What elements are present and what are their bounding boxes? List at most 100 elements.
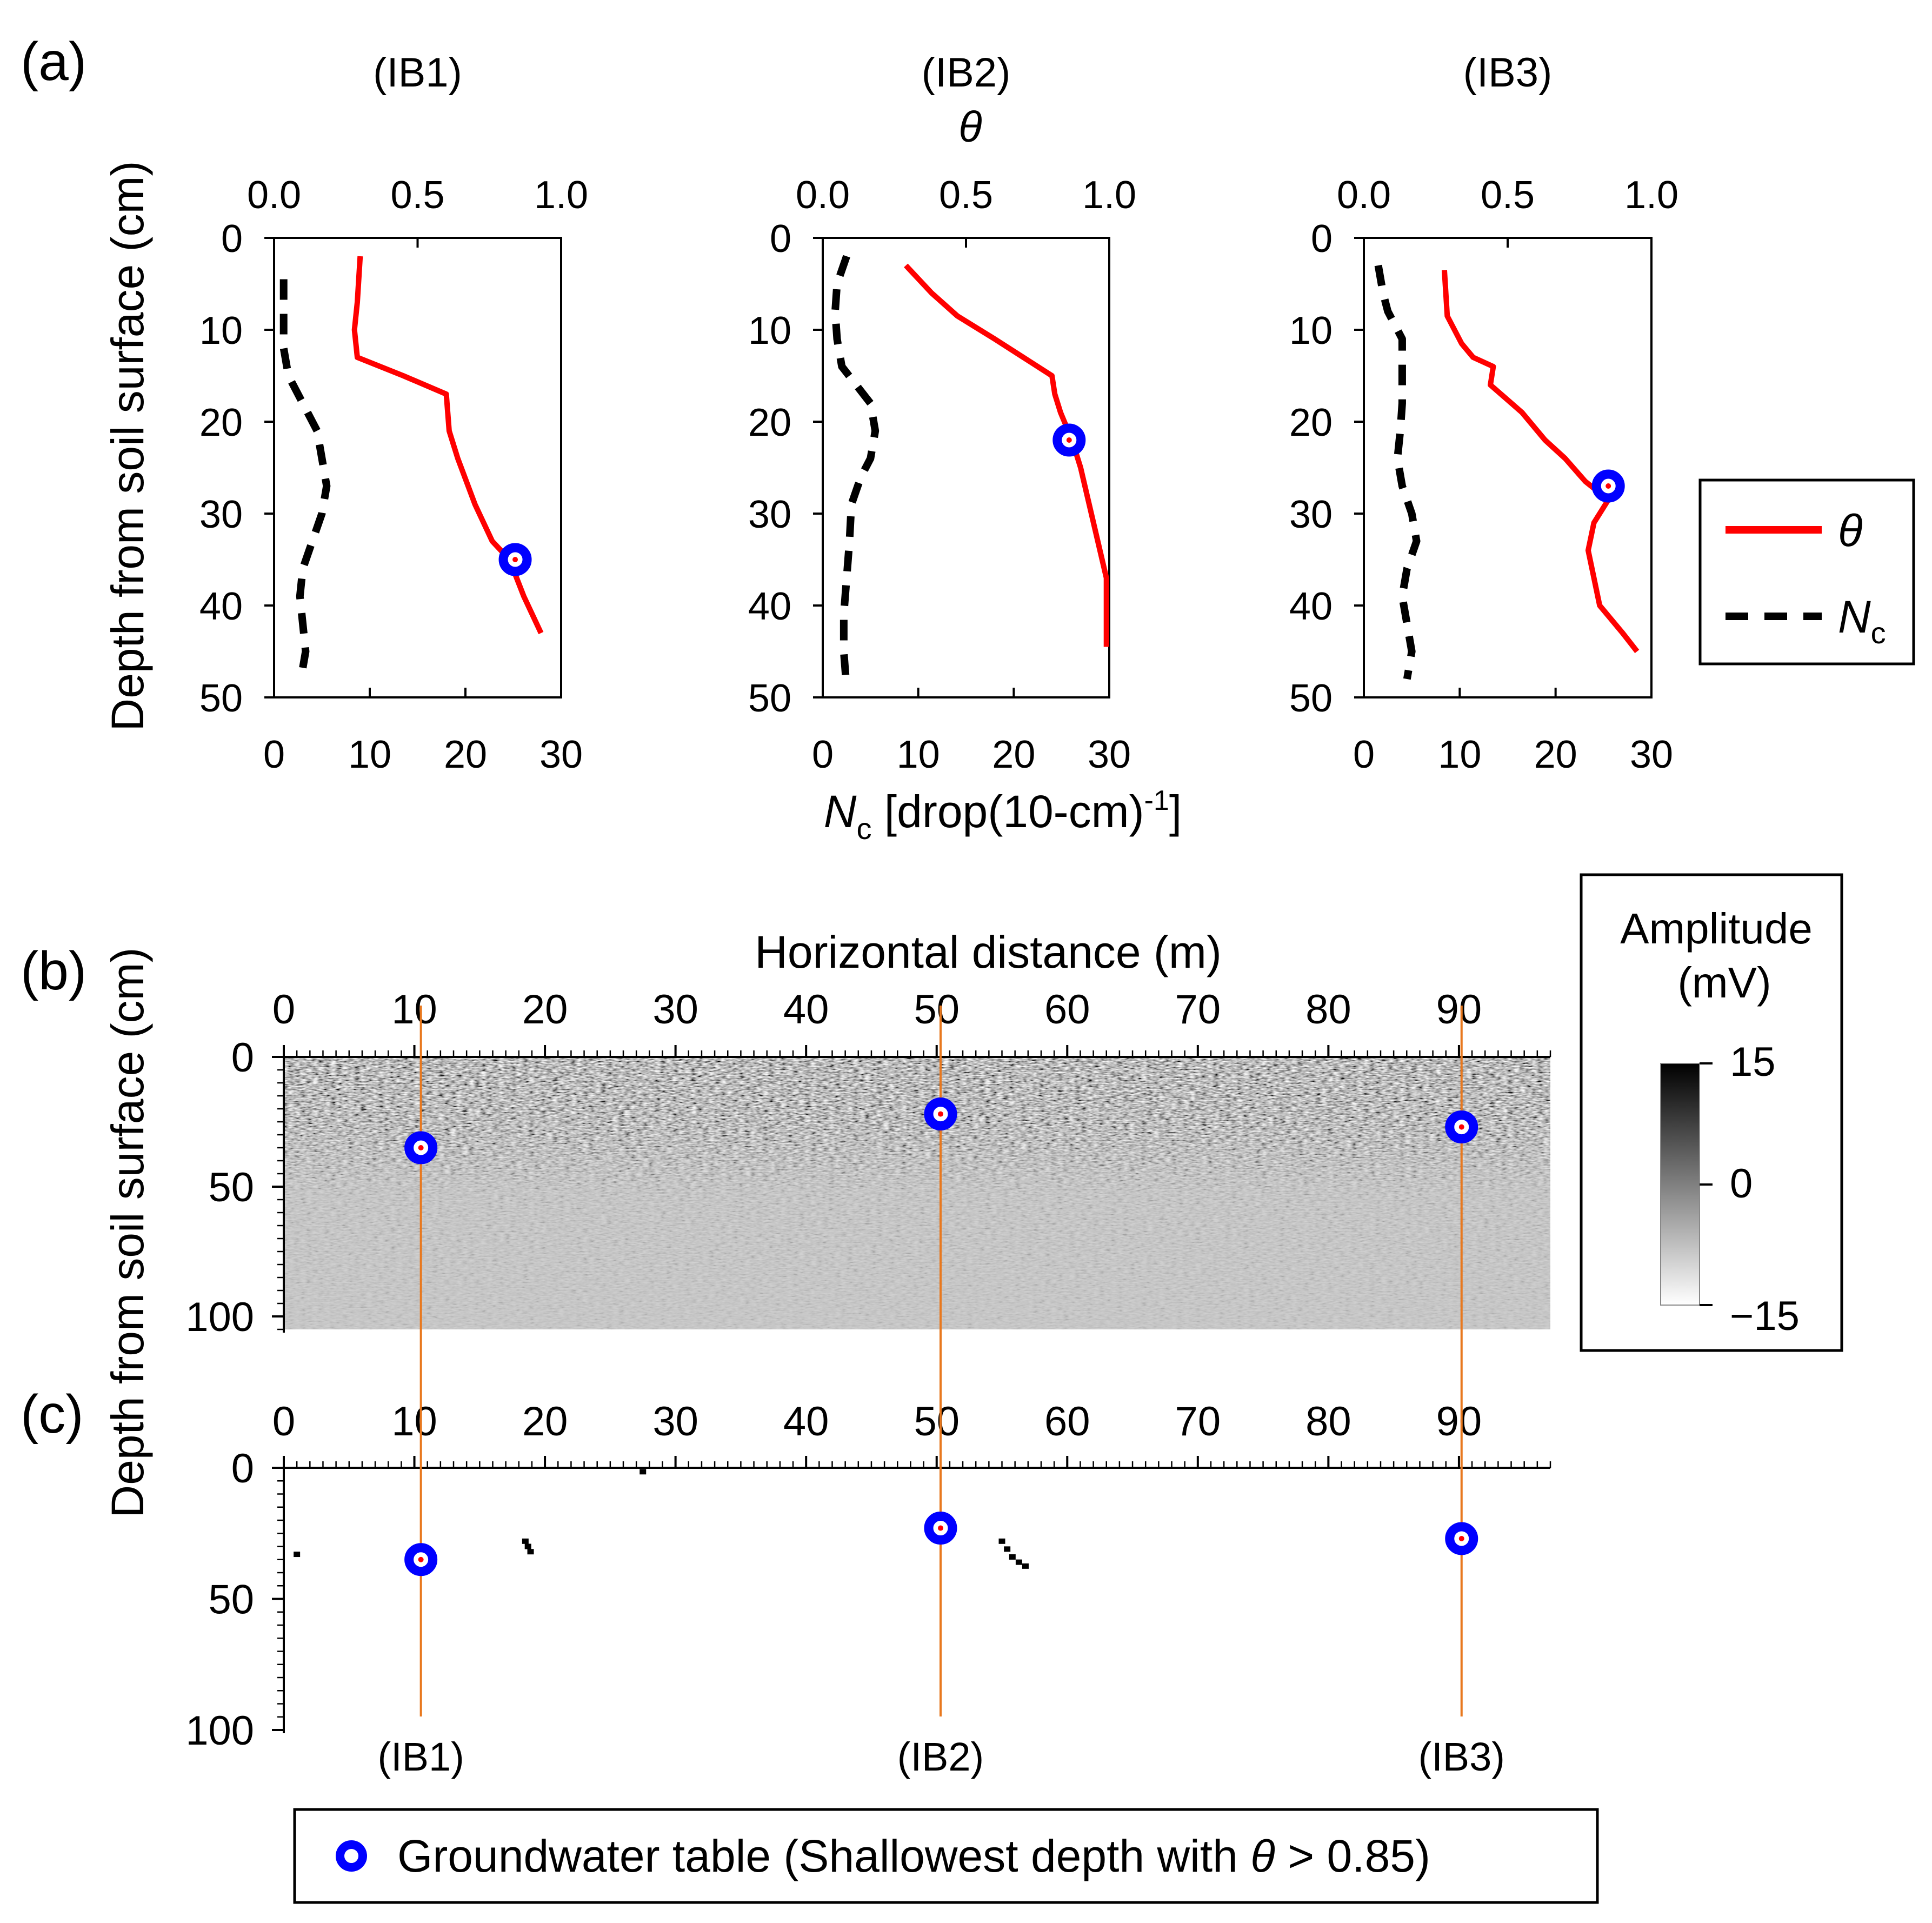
borehole-markers: (IB1) (IB2) (IB3) [377,1006,1505,1779]
nc-tick-label: 20 [1534,733,1577,776]
panel-c-x-tick-label: 50 [914,1399,960,1445]
depth-tick-label: 50 [748,677,791,720]
nc-line [1374,264,1421,680]
panel-bc-ylabel: Depth from soil surface (cm) [102,948,153,1518]
depth-tick-label: 40 [1289,585,1333,628]
nc-tick-label: 0 [812,733,834,776]
nc-tick-label: 10 [897,733,940,776]
panel-b-x-tick-label: 30 [652,987,698,1033]
panel-c-x-tick-label: 10 [391,1399,437,1445]
panel-c-label: (c) [21,1384,84,1445]
panel-b-x-tick-label: 20 [522,987,568,1033]
legend-box [1698,478,1915,666]
colorbar-legend: Amplitude (mV) 15 0 −15 [1580,873,1843,1352]
panel-c-x-tick-label: 30 [652,1399,698,1445]
depth-tick-label: 20 [199,401,243,444]
gpr-radargram-fade [284,1057,1550,1329]
nc-tick-label: 30 [539,733,583,776]
profile-3: (IB3) 0.0 0.5 1.0 0 10 20 30 0 10 20 30 40 50 [1289,50,1678,776]
panel-b-x-tick-label: 80 [1305,987,1351,1033]
gpr-groundwater-marker-dot [418,1145,424,1150]
profile-title: (IB1) [373,50,462,96]
theta-line [904,263,1109,647]
depth-tick-label: 10 [748,309,791,352]
depth-tick-label: 30 [199,493,243,536]
groundwater-legend-marker [336,1840,367,1872]
panel-b-x-tick-label: 90 [1436,987,1482,1033]
panel-b-x-tick-label: 60 [1044,987,1090,1033]
nc-line [279,279,331,680]
nc-line [831,255,880,689]
panel-b-axes: 0 10 20 30 40 50 60 70 80 90 0 50 100 [185,987,1551,1340]
profile-1: (IB1) 0.0 0.5 1.0 0 10 20 30 0 10 20 30 40 50 [199,50,588,776]
depth-tick-label: 10 [1289,309,1333,352]
panel-c-groundwater-marker-dot [1458,1535,1464,1541]
detected-water-point [1004,1546,1011,1552]
panel-a: (IB1) 0.0 0.5 1.0 0 10 20 30 0 10 20 30 40 50 (IB2) 0.0… [199,50,1678,776]
profile-2: (IB2) 0.0 0.5 1.0 0 10 20 30 0 10 20 30 40 50 [748,50,1136,776]
nc-tick-label: 30 [1630,733,1673,776]
legend-theta-label: θ [1838,505,1863,556]
panel-c-groundwater-marker-dot [418,1556,424,1562]
panel-c-y-tick-label: 50 [208,1577,254,1623]
panel-c-y-tick-label: 100 [185,1708,254,1754]
theta-line [351,256,544,635]
panel-a-label: (a) [21,31,86,92]
panel-b-y-tick-label: 50 [208,1165,254,1210]
profile-title: (IB3) [1463,50,1553,96]
colorbar-title-line2: (mV) [1677,959,1771,1007]
colorbar-title-line1: Amplitude [1620,904,1813,953]
depth-tick-label: 50 [1289,677,1333,720]
panel-a-ylabel: Depth from soil surface (cm) [102,161,153,731]
depth-tick-label: 0 [770,217,791,261]
groundwater-legend: Groundwater table (Shallowest depth with… [293,1808,1599,1904]
theta-line [1441,270,1640,654]
theta-tick-label: 0.0 [247,174,301,217]
panel-b-x-tick-label: 70 [1175,987,1221,1033]
panel-c-groundwater-marker-dot [937,1525,943,1531]
panel-c-x-tick-label: 70 [1175,1399,1221,1445]
detected-water-point [522,1538,529,1544]
panel-c: 0 10 20 30 40 50 60 70 80 90 0 50 100 [185,1399,1551,1754]
colorbar-ticklabel-15: 15 [1730,1039,1776,1085]
detected-water-point [524,1543,531,1549]
nc-tick-label: 20 [444,733,487,776]
nc-tick-label: 20 [992,733,1035,776]
panel-b-x-tick-label: 40 [783,987,829,1033]
nc-axis-label: Nc [drop(10-cm)-1] [824,785,1182,846]
profile-title: (IB2) [922,50,1011,96]
detected-water-point [1015,1559,1022,1565]
nc-tick-label: 10 [1438,733,1481,776]
detected-water-point [639,1469,647,1475]
colorbar-ticklabel-0: 0 [1730,1161,1753,1207]
gpr-groundwater-marker-dot [937,1111,943,1117]
depth-tick-label: 40 [199,585,243,628]
depth-tick-label: 40 [748,585,791,628]
depth-tick-label: 0 [1311,217,1333,261]
groundwater-marker-dot [1066,437,1072,443]
nc-tick-label: 0 [1353,733,1375,776]
theta-tick-label: 1.0 [534,174,588,217]
colorbar-ticklabel-minus15: −15 [1730,1293,1800,1339]
theta-tick-label: 1.0 [1082,174,1136,217]
theta-tick-label: 0.0 [796,174,850,217]
panel-a-legend: θ Nc [1698,478,1915,666]
panel-b-x-tick-label: 0 [272,987,295,1033]
plot-frame [273,237,562,698]
panel-c-x-tick-label: 90 [1436,1399,1482,1445]
detected-water-point [294,1552,301,1558]
panel-c-y-tick-label: 0 [231,1446,254,1492]
detected-water-point [1009,1554,1016,1560]
panel-b-y-tick-label: 0 [231,1035,254,1081]
panel-c-x-tick-label: 60 [1044,1399,1090,1445]
colorbar-gradient [1660,1063,1700,1306]
panel-b-xlabel: Horizontal distance (m) [755,927,1222,977]
groundwater-marker-dot [512,557,518,562]
theta-tick-label: 0.5 [939,174,993,217]
panel-b-y-tick-label: 100 [185,1294,254,1340]
gpr-groundwater-marker-dot [1458,1124,1464,1130]
plot-frame [1363,237,1653,698]
nc-tick-label: 30 [1088,733,1131,776]
theta-tick-label: 0.5 [1481,174,1535,217]
